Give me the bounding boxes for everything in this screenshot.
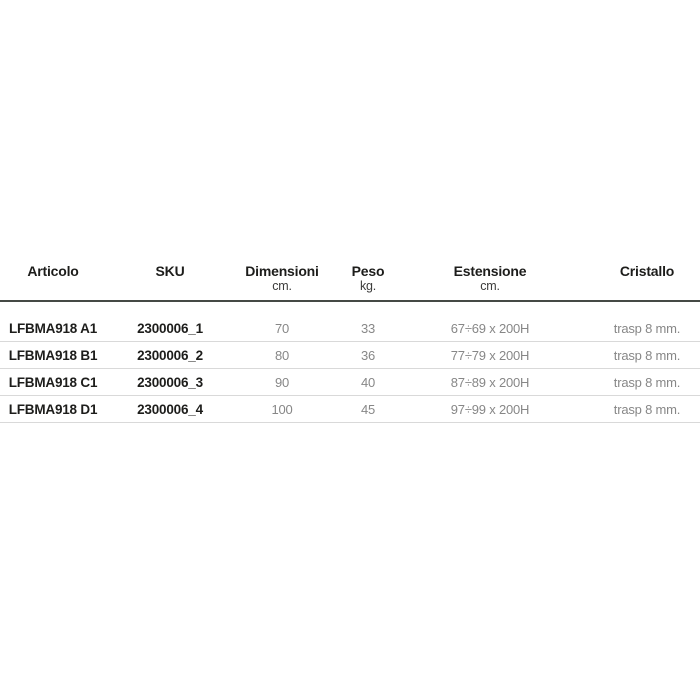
column-unit: cm. (480, 279, 500, 293)
cell-sku: 2300006_3 (137, 374, 203, 390)
table-row: LFBMA918 B1 2300006_2 80 36 77÷79 x 200H… (0, 342, 700, 369)
cell-sku: 2300006_1 (137, 320, 203, 336)
column-label: Cristallo (619, 263, 675, 279)
cell-dimensioni: 100 (271, 401, 293, 417)
cell-estensione: 67÷69 x 200H (450, 320, 530, 336)
product-spec-section: Articolo SKU Dimensioni cm. Peso kg. Est… (0, 263, 700, 423)
cell-cristallo: trasp 8 mm. (613, 401, 681, 417)
cell-cristallo: trasp 8 mm. (613, 320, 681, 336)
table-header: Articolo SKU Dimensioni cm. Peso kg. Est… (0, 263, 700, 301)
cell-sku: 2300006_4 (137, 401, 203, 417)
table-body: LFBMA918 A1 2300006_1 70 33 67÷69 x 200H… (0, 301, 700, 423)
cell-cristallo: trasp 8 mm. (613, 347, 681, 363)
cell-estensione: 87÷89 x 200H (450, 374, 530, 390)
table-row: LFBMA918 A1 2300006_1 70 33 67÷69 x 200H… (0, 301, 700, 342)
cell-peso: 33 (360, 320, 376, 336)
column-unit (594, 279, 700, 294)
cell-articolo: LFBMA918 C1 (8, 374, 98, 390)
cell-peso: 40 (360, 374, 376, 390)
column-label: Articolo (27, 263, 79, 279)
column-label: Peso (351, 263, 385, 279)
table-row: LFBMA918 D1 2300006_4 100 45 97÷99 x 200… (0, 396, 700, 423)
header-row: Articolo SKU Dimensioni cm. Peso kg. Est… (0, 263, 700, 301)
column-unit: kg. (359, 279, 377, 293)
header-cell-cristallo: Cristallo (574, 263, 700, 301)
table-row: LFBMA918 C1 2300006_3 90 40 87÷89 x 200H… (0, 369, 700, 396)
column-label: Estensione (453, 263, 527, 279)
header-cell-articolo: Articolo (0, 263, 106, 301)
cell-sku: 2300006_2 (137, 347, 203, 363)
cell-cristallo: trasp 8 mm. (613, 374, 681, 390)
cell-estensione: 77÷79 x 200H (450, 347, 530, 363)
column-label: SKU (155, 263, 185, 279)
column-unit (0, 279, 106, 294)
cell-articolo: LFBMA918 B1 (8, 347, 98, 363)
column-label: Dimensioni (245, 263, 319, 279)
cell-dimensioni: 70 (274, 320, 290, 336)
header-cell-estensione: Estensione cm. (406, 263, 574, 301)
column-unit (106, 279, 234, 294)
cell-peso: 36 (360, 347, 376, 363)
header-cell-dimensioni: Dimensioni cm. (234, 263, 330, 301)
cell-dimensioni: 80 (274, 347, 290, 363)
header-cell-sku: SKU (106, 263, 234, 301)
cell-articolo: LFBMA918 D1 (8, 401, 98, 417)
cell-articolo: LFBMA918 A1 (8, 320, 98, 336)
product-spec-table: Articolo SKU Dimensioni cm. Peso kg. Est… (0, 263, 700, 423)
cell-estensione: 97÷99 x 200H (450, 401, 530, 417)
cell-dimensioni: 90 (274, 374, 290, 390)
cell-peso: 45 (360, 401, 376, 417)
header-cell-peso: Peso kg. (330, 263, 406, 301)
column-unit: cm. (272, 279, 292, 293)
